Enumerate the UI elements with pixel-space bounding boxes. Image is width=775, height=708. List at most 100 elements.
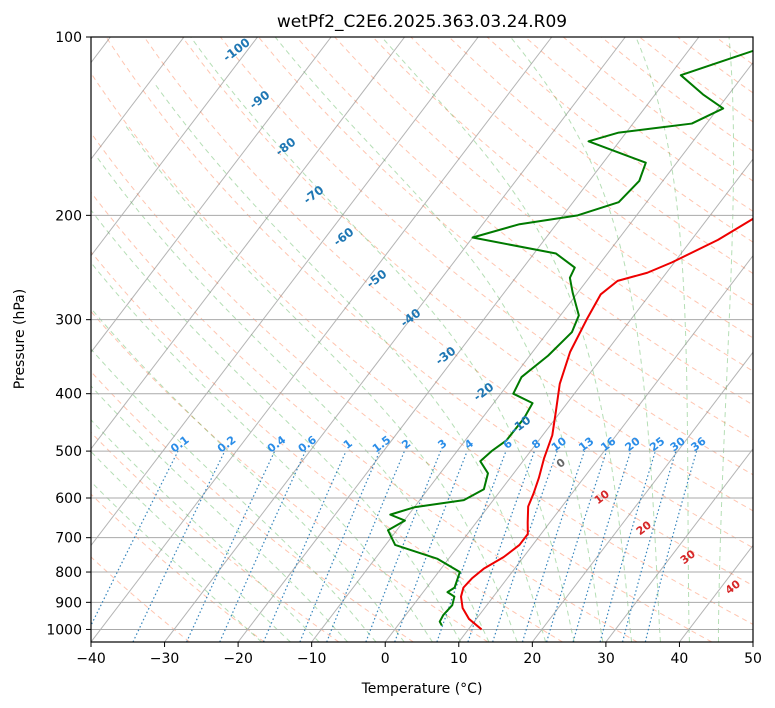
x-tick-label: 10 <box>450 651 468 667</box>
y-tick-label: 300 <box>55 313 82 329</box>
mixing-ratio-line <box>132 450 226 642</box>
isotherm-label: -20 <box>471 380 497 404</box>
mixing-ratio-line <box>572 450 632 642</box>
isotherm-line <box>458 254 753 642</box>
mixing-ratio-line <box>91 450 179 627</box>
dry-adiabat-label: 0 <box>554 456 568 471</box>
dry-adiabat-line <box>715 37 753 66</box>
temperature-line <box>460 217 753 631</box>
mixing-ratio-label: 0.2 <box>215 433 238 455</box>
isotherm-line <box>237 37 700 642</box>
dry-adiabat-line <box>91 556 190 642</box>
isotherm-label: -70 <box>301 183 327 207</box>
isotherm-line <box>91 37 406 450</box>
mixing-ratio-line <box>467 450 536 642</box>
isotherm-line <box>679 544 753 642</box>
y-tick-label: 200 <box>55 208 82 224</box>
dry-adiabat-line <box>754 37 775 642</box>
isotherm-label: -60 <box>331 225 357 249</box>
isotherm-line <box>91 37 258 257</box>
moist-adiabat-line <box>91 307 405 642</box>
chart-title: wetPf2_C2E6.2025.363.03.24.R09 <box>277 12 567 32</box>
y-tick-label: 100 <box>55 30 82 46</box>
dry-adiabat-line <box>181 37 753 512</box>
moist-adiabat-line <box>97 157 490 642</box>
moist-adiabat-line <box>635 37 690 642</box>
isotherms <box>91 37 753 642</box>
moist-adiabat-line <box>91 261 433 642</box>
x-tick-label: −40 <box>76 651 106 667</box>
mixing-ratio-label: 3 <box>436 437 450 452</box>
mixing-ratio-lines <box>91 450 698 642</box>
dry-adiabat-line <box>91 191 638 642</box>
moist-adiabat-line <box>510 37 661 642</box>
dry-adiabat-line <box>448 37 753 275</box>
dry-adiabat-line <box>91 493 265 642</box>
dry-adiabat-line <box>91 310 489 642</box>
moist-adiabat-line <box>274 37 604 642</box>
moist-adiabat-line <box>91 450 291 642</box>
plot-area: -100-90-80-70-60-50-40-30-20-100.1 0.2 0.4… <box>91 37 775 642</box>
y-tick-label: 800 <box>55 565 82 581</box>
dry-adiabat-line <box>91 370 414 642</box>
y-tick-label: 400 <box>55 387 82 403</box>
moist-adiabat-line <box>154 83 547 642</box>
moist-adiabat-line <box>717 37 735 642</box>
dry-adiabat-label: 30 <box>678 547 698 567</box>
mixing-ratio-line <box>621 450 677 642</box>
plot-frame <box>90 36 754 643</box>
x-tick-label: −10 <box>297 651 327 667</box>
mixing-ratio-line <box>394 450 468 642</box>
mixing-ratio-label: 0.4 <box>265 433 289 455</box>
moist-adiabat-line <box>91 481 262 642</box>
moist-adiabat-line <box>91 385 348 642</box>
moist-adiabats <box>91 37 735 642</box>
moist-adiabat-line <box>91 419 320 642</box>
x-tick-label: 20 <box>523 651 541 667</box>
isotherm-line <box>91 37 479 547</box>
mixing-ratio-line <box>521 450 586 642</box>
isotherm-label: -30 <box>433 344 459 368</box>
mixing-ratio-line <box>219 450 307 642</box>
isotherm-label: -80 <box>273 135 299 159</box>
isotherm-line <box>91 37 185 160</box>
mixing-ratio-line <box>644 450 698 642</box>
mixing-ratio-line <box>326 450 406 642</box>
dry-adiabat-line <box>91 132 713 642</box>
profile-series <box>386 49 753 631</box>
mixing-ratio-line <box>546 450 608 642</box>
isotherm-line <box>91 37 553 642</box>
moist-adiabat-line <box>381 37 633 642</box>
dry-adiabat-label: 20 <box>634 518 654 538</box>
mixing-ratio-label: 1 <box>341 437 355 452</box>
mixing-ratio-label: 0.6 <box>296 433 320 455</box>
x-tick-label: −30 <box>150 651 180 667</box>
y-tick-label: 500 <box>55 444 82 460</box>
mixing-ratio-label: 0.1 <box>168 433 191 455</box>
x-tick-label: 0 <box>381 651 390 667</box>
dry-adiabat-line <box>143 37 753 549</box>
mixing-ratio-line <box>365 450 442 642</box>
isotherm-line <box>311 61 753 642</box>
line-labels: -100-90-80-70-60-50-40-30-20-100.1 0.2 0.4… <box>168 37 743 597</box>
mixing-ratio-label: 4 <box>462 437 476 452</box>
y-axis-label: Pressure (hPa) <box>12 289 28 389</box>
mixing-ratio-label: 2 <box>399 437 413 452</box>
dry-adiabat-line <box>105 37 753 587</box>
dry-adiabat-line <box>334 37 753 372</box>
y-tick-label: 600 <box>55 491 82 507</box>
dewpoint-line <box>386 49 753 627</box>
dry-adiabat-label: 40 <box>723 577 743 597</box>
isotherm-line <box>384 158 753 642</box>
y-tick-label: 900 <box>55 595 82 611</box>
isotherm-line <box>605 448 753 642</box>
dry-adiabat-label: 10 <box>592 487 612 507</box>
mixing-ratio-line <box>262 450 347 642</box>
mixing-ratio-label: 6 <box>501 437 515 452</box>
isotherm-line <box>752 641 753 642</box>
x-tick-label: −20 <box>223 651 253 667</box>
y-axis: 100 200 300 400 500 600 700 800 900 1000 <box>46 30 91 638</box>
moist-adiabat-line <box>190 37 575 642</box>
x-tick-label: 40 <box>671 651 689 667</box>
